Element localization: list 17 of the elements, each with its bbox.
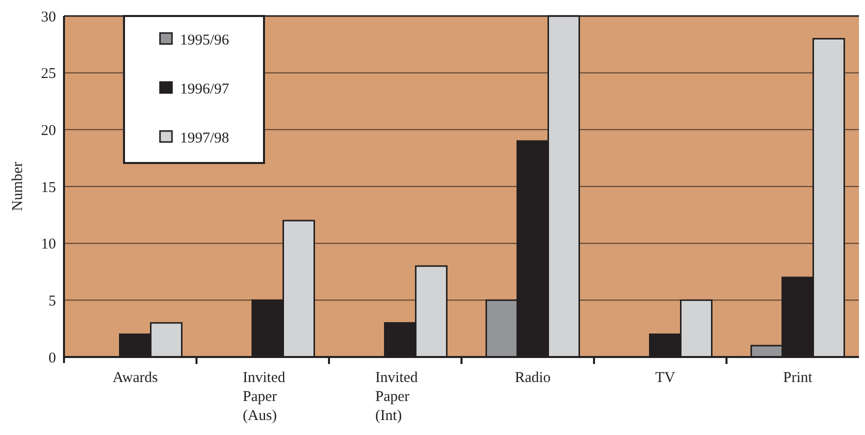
legend-label: 1997/98: [180, 130, 230, 146]
x-tick-label: Print: [783, 370, 814, 386]
x-tick-label: Radio: [514, 370, 551, 386]
y-tick-label: 5: [48, 293, 56, 310]
legend-label: 1995/96: [180, 32, 230, 48]
y-tick-label: 15: [41, 180, 56, 196]
y-tick-label: 0: [48, 350, 56, 366]
y-tick-label: 30: [41, 9, 56, 26]
legend-label: 1996/97: [180, 81, 230, 98]
x-tick-label: Awards: [112, 370, 158, 386]
x-tick-label: TV: [655, 370, 676, 386]
x-tick-label: Invited Paper (Int): [375, 370, 418, 424]
x-tick-label: Invited Paper (Aus): [242, 370, 286, 424]
y-axis-title: Number: [10, 162, 26, 212]
y-tick-label: 10: [41, 236, 56, 253]
y-tick-label: 25: [41, 66, 56, 82]
y-tick-label: 20: [41, 122, 56, 139]
